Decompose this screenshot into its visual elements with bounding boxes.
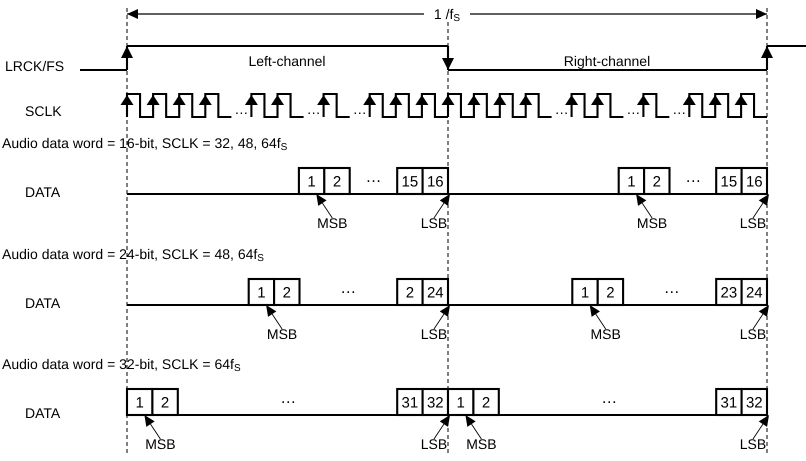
svg-text:…: … [555, 101, 569, 117]
svg-text:…: … [234, 101, 248, 117]
svg-text:23: 23 [721, 285, 738, 302]
svg-text:1: 1 [581, 285, 589, 302]
svg-text:1: 1 [627, 174, 635, 191]
svg-text:…: … [601, 390, 617, 407]
svg-text:LRCK/FS: LRCK/FS [5, 58, 64, 74]
svg-text:…: … [664, 280, 680, 297]
svg-text:SCLK: SCLK [25, 103, 62, 119]
svg-text:2: 2 [161, 395, 169, 412]
svg-text:LSB: LSB [740, 326, 766, 342]
svg-text:…: … [280, 390, 296, 407]
svg-text:1: 1 [257, 285, 265, 302]
svg-text:16: 16 [427, 174, 444, 191]
svg-text:…: … [626, 101, 640, 117]
svg-text:2: 2 [283, 285, 291, 302]
svg-text:2: 2 [653, 174, 661, 191]
svg-text:32: 32 [746, 395, 763, 412]
svg-text:…: … [685, 169, 701, 186]
svg-text:2: 2 [606, 285, 614, 302]
svg-text:MSB: MSB [317, 215, 347, 231]
svg-text:31: 31 [402, 395, 419, 412]
svg-text:DATA: DATA [25, 405, 61, 421]
svg-text:24: 24 [746, 285, 763, 302]
svg-text:24: 24 [427, 285, 444, 302]
svg-text:2: 2 [482, 395, 490, 412]
svg-text:31: 31 [721, 395, 738, 412]
svg-text:Right-channel: Right-channel [564, 53, 650, 69]
svg-text:MSB: MSB [466, 436, 496, 452]
svg-text:Audio data word = 24-bit, SCLK: Audio data word = 24-bit, SCLK = 48, 64f… [2, 246, 264, 264]
svg-text:MSB: MSB [637, 215, 667, 231]
svg-text:…: … [672, 101, 686, 117]
svg-text:Left-channel: Left-channel [248, 53, 325, 69]
svg-text:2: 2 [333, 174, 341, 191]
svg-text:LSB: LSB [740, 436, 766, 452]
svg-text:LSB: LSB [740, 215, 766, 231]
svg-text:15: 15 [402, 174, 419, 191]
svg-text:1: 1 [136, 395, 144, 412]
svg-text:1 /fS: 1 /fS [434, 6, 460, 24]
svg-text:LSB: LSB [421, 215, 447, 231]
svg-text:DATA: DATA [25, 295, 61, 311]
svg-text:Audio data word = 16-bit, SCLK: Audio data word = 16-bit, SCLK = 32, 48,… [2, 135, 288, 153]
svg-text:MSB: MSB [267, 326, 297, 342]
svg-text:MSB: MSB [145, 436, 175, 452]
svg-text:DATA: DATA [25, 184, 61, 200]
svg-text:…: … [366, 169, 382, 186]
svg-text:…: … [340, 280, 356, 297]
svg-text:1: 1 [307, 174, 315, 191]
svg-text:15: 15 [721, 174, 738, 191]
svg-text:LSB: LSB [421, 436, 447, 452]
svg-text:32: 32 [427, 395, 444, 412]
svg-text:Audio data word = 32-bit, SCLK: Audio data word = 32-bit, SCLK = 64fS [2, 356, 241, 374]
svg-text:1: 1 [457, 395, 465, 412]
svg-text:…: … [307, 101, 321, 117]
svg-text:16: 16 [746, 174, 763, 191]
svg-text:LSB: LSB [421, 326, 447, 342]
svg-text:MSB: MSB [591, 326, 621, 342]
svg-text:…: … [353, 101, 367, 117]
svg-text:2: 2 [406, 285, 414, 302]
